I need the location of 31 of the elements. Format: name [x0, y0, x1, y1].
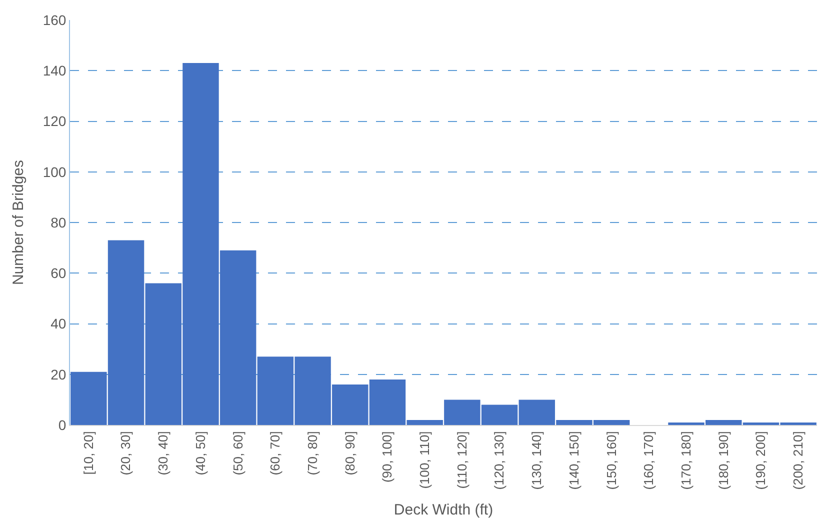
x-tick-label: (20, 30] — [118, 431, 134, 476]
x-axis-title: Deck Width (ft) — [394, 502, 494, 519]
y-tick-label: 40 — [50, 316, 66, 332]
x-tick-label: (180, 190] — [716, 431, 731, 490]
x-tick-label: (30, 40] — [156, 431, 171, 476]
x-tick-label: (80, 90] — [342, 431, 358, 476]
y-tick-label: 0 — [58, 416, 66, 433]
y-tick-label: 60 — [50, 265, 66, 282]
x-tick-label: (60, 70] — [268, 431, 283, 476]
y-tick-label: 140 — [42, 62, 66, 79]
y-tick-label: 80 — [50, 214, 66, 230]
x-tick-label: (90, 100] — [380, 431, 395, 483]
x-tick-label: (140, 150] — [566, 431, 582, 490]
x-tick-label: (200, 210] — [790, 431, 806, 490]
x-tick-label: (190, 200] — [753, 431, 768, 490]
x-tick-label: (120, 130] — [492, 431, 507, 490]
x-tick-label: (100, 110] — [417, 431, 432, 489]
y-tick-label: 120 — [42, 113, 66, 130]
y-tick-label: 160 — [42, 12, 66, 28]
x-tick-label: (150, 160] — [604, 431, 619, 490]
x-tick-label: [10, 20] — [80, 431, 96, 475]
x-tick-label: (110, 120] — [454, 431, 470, 489]
x-tick-label: (130, 140] — [529, 431, 544, 490]
x-tick-label: (160, 170] — [641, 431, 656, 490]
x-tick-label: (70, 80] — [305, 431, 320, 476]
y-tick-label: 100 — [42, 164, 66, 180]
y-tick-label: 20 — [50, 366, 66, 382]
x-tick-label: (170, 180] — [678, 431, 694, 490]
x-tick-label: (50, 60] — [230, 431, 246, 476]
x-tick-label: (40, 50] — [192, 431, 208, 476]
y-axis-title: Number of Bridges — [10, 160, 28, 286]
